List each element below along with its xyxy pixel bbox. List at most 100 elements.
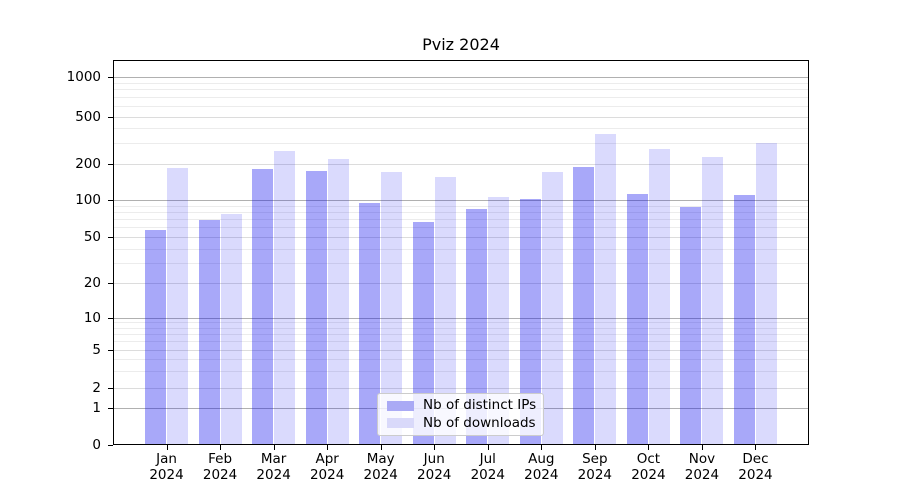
gridline-minor [114, 212, 808, 213]
x-tick-mark [648, 445, 650, 450]
legend-swatch-distinct-ips [387, 400, 414, 411]
gridline-minor [114, 262, 808, 264]
y-tick-mark [108, 76, 113, 78]
gridline-major [114, 200, 808, 201]
y-tick-label: 1 [92, 400, 101, 417]
bar-nov-downloads [702, 156, 724, 444]
gridline-minor [114, 333, 808, 335]
x-tick-mark [380, 445, 382, 450]
x-tick-label-aug: Aug 2024 [524, 451, 559, 483]
gridline-major [114, 317, 808, 319]
gridline-minor [114, 143, 808, 145]
gridline [114, 349, 808, 351]
x-tick-label-jan: Jan 2024 [149, 451, 184, 483]
bar-mar-distinct-ips [252, 168, 274, 444]
bar-nov-distinct-ips [680, 206, 702, 444]
gridline [114, 283, 808, 285]
gridline-minor [114, 205, 808, 207]
y-tick-label: 100 [75, 192, 101, 208]
x-tick-label-feb: Feb 2024 [202, 451, 238, 483]
chart-title: Pviz 2024 [422, 35, 500, 54]
x-tick-label-dec: Dec 2024 [738, 451, 773, 483]
gridline-minor [114, 89, 808, 91]
bar-aug-distinct-ips [519, 198, 541, 444]
bar-sep-downloads [595, 134, 617, 444]
gridline-minor [114, 341, 808, 343]
gridline-minor [114, 370, 808, 372]
gridline [114, 237, 808, 239]
bar-sep-distinct-ips [573, 166, 595, 444]
y-tick-label: 200 [75, 156, 101, 172]
x-tick-label-jun: Jun 2024 [417, 451, 452, 483]
x-tick-label-apr: Apr 2024 [309, 451, 345, 483]
legend: Nb of distinct IPs Nb of downloads [377, 393, 544, 436]
x-tick-label-oct: Oct 2024 [631, 451, 666, 483]
legend-swatch-downloads [387, 418, 414, 429]
gridline-minor [114, 327, 808, 329]
y-tick-mark [108, 283, 113, 285]
bar-jun-distinct-ips [412, 221, 434, 444]
legend-label-downloads: Nb of downloads [423, 414, 536, 431]
gridline-minor [114, 248, 808, 250]
x-tick-label-mar: Mar 2024 [256, 451, 291, 483]
y-tick-mark [108, 237, 113, 239]
bar-feb-distinct-ips [198, 219, 220, 444]
bar-apr-downloads [327, 158, 349, 444]
gridline-major [114, 76, 808, 78]
bar-may-downloads [381, 172, 403, 444]
bar-may-distinct-ips [359, 202, 381, 444]
bar-oct-downloads [648, 148, 670, 444]
gridline-minor [114, 219, 808, 221]
bar-dec-distinct-ips [733, 195, 755, 444]
bar-jul-distinct-ips [466, 209, 488, 444]
x-tick-label-nov: Nov 2024 [684, 451, 720, 483]
gridline-minor [114, 82, 808, 84]
y-tick-mark [108, 164, 113, 165]
bar-jan-downloads [167, 167, 189, 444]
x-tick-mark [541, 445, 543, 450]
bar-oct-distinct-ips [626, 194, 648, 444]
y-tick-mark [108, 116, 113, 118]
gridline-minor [114, 322, 808, 324]
x-tick-mark [166, 445, 168, 450]
y-tick-mark [108, 317, 113, 319]
gridline-minor [114, 106, 808, 108]
x-tick-mark [755, 445, 757, 450]
y-tick-label: 50 [83, 229, 101, 246]
bar-apr-distinct-ips [305, 170, 327, 444]
x-tick-mark [220, 445, 222, 450]
x-tick-label-jul: Jul 2024 [470, 451, 505, 483]
bar-feb-downloads [220, 214, 242, 444]
y-tick-mark [108, 349, 113, 351]
legend-item-distinct-ips: Nb of distinct IPs [387, 397, 537, 414]
gridline-minor [114, 97, 808, 99]
gridline [114, 116, 808, 118]
x-tick-mark [701, 445, 703, 450]
legend-item-downloads: Nb of downloads [387, 414, 536, 431]
y-tick-label: 10 [83, 309, 101, 326]
x-tick-mark [273, 445, 275, 450]
y-tick-mark [108, 200, 113, 201]
y-tick-label: 500 [75, 108, 101, 125]
gridline [114, 387, 808, 389]
y-tick-mark [108, 408, 113, 410]
y-tick-label: 1000 [66, 68, 101, 85]
bar-jul-downloads [488, 197, 510, 444]
x-tick-mark [434, 445, 436, 450]
bar-jan-distinct-ips [145, 230, 167, 444]
x-tick-label-sep: Sep 2024 [577, 451, 613, 483]
y-tick-label: 2 [92, 379, 101, 396]
plot-area [113, 60, 809, 445]
gridline-minor [114, 227, 808, 229]
legend-label-distinct-ips: Nb of distinct IPs [423, 397, 537, 414]
y-tick-label: 5 [92, 341, 101, 358]
x-tick-mark [594, 445, 596, 450]
y-tick-mark [108, 445, 113, 446]
bar-jun-downloads [434, 177, 456, 444]
gridline [114, 164, 808, 165]
bar-dec-downloads [755, 143, 777, 444]
y-tick-label: 0 [92, 437, 101, 453]
y-tick-mark [108, 387, 113, 389]
gridline-minor [114, 128, 808, 130]
